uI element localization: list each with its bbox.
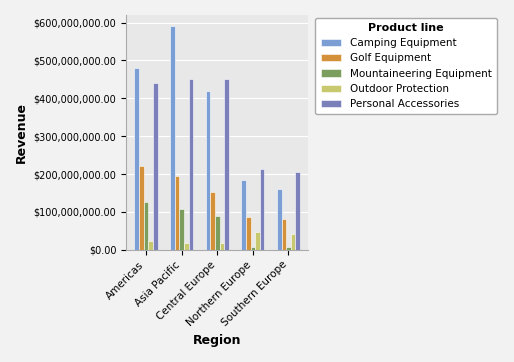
Bar — [250, 247, 255, 250]
Bar — [219, 243, 224, 250]
Bar — [170, 26, 175, 250]
Bar — [277, 189, 282, 250]
Bar — [286, 247, 291, 250]
Bar — [189, 79, 193, 250]
Bar — [206, 91, 210, 250]
Bar — [224, 79, 229, 250]
Bar — [179, 209, 184, 250]
Bar — [153, 83, 158, 250]
X-axis label: Region: Region — [193, 334, 242, 347]
Bar — [291, 234, 296, 250]
Bar — [139, 167, 144, 250]
Legend: Camping Equipment, Golf Equipment, Mountaineering Equipment, Outdoor Protection,: Camping Equipment, Golf Equipment, Mount… — [316, 18, 497, 114]
Bar — [175, 176, 179, 250]
Bar — [255, 232, 260, 250]
Bar — [135, 68, 139, 250]
Bar — [215, 216, 219, 250]
Bar — [149, 241, 153, 250]
Bar — [241, 181, 246, 250]
Bar — [282, 219, 286, 250]
Bar — [210, 192, 215, 250]
Y-axis label: Revenue: Revenue — [15, 102, 28, 163]
Bar — [246, 217, 250, 250]
Bar — [296, 172, 300, 250]
Bar — [184, 243, 189, 250]
Bar — [144, 202, 149, 250]
Bar — [260, 169, 264, 250]
